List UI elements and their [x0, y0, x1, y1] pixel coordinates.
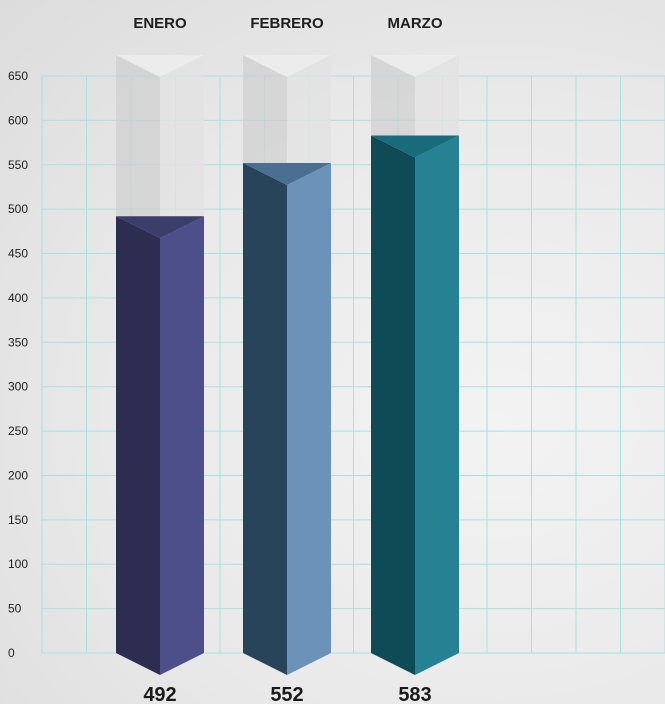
- value-label: 583: [398, 684, 431, 704]
- y-tick-label: 400: [8, 291, 28, 305]
- bar-left-face: [371, 135, 415, 675]
- value-label: 552: [270, 684, 303, 704]
- y-tick-label: 350: [8, 335, 28, 349]
- y-tick-label: 50: [8, 602, 22, 616]
- y-tick-label: 650: [8, 69, 28, 83]
- category-label: MARZO: [388, 15, 443, 32]
- y-tick-label: 100: [8, 557, 28, 571]
- bar-left-face: [116, 216, 160, 676]
- bar-ghost-left: [243, 55, 287, 185]
- bar-ghost-left: [116, 55, 160, 239]
- y-tick-label: 300: [8, 380, 28, 394]
- category-label: FEBRERO: [250, 15, 324, 32]
- category-label: ENERO: [133, 15, 187, 32]
- bar-ghost-left: [371, 55, 415, 158]
- y-tick-label: 550: [8, 158, 28, 172]
- y-tick-label: 450: [8, 247, 28, 261]
- bars: [116, 55, 459, 676]
- y-tick-label: 500: [8, 202, 28, 216]
- bar-left-face: [243, 162, 287, 676]
- bar-right-face: [160, 216, 204, 676]
- y-axis: 0 50 100 150 200 250 300 350 400 450 500 550 600 650: [8, 69, 28, 660]
- bar-ghost-cap: [243, 55, 331, 77]
- bar-ghost-right: [160, 55, 204, 239]
- y-tick-label: 200: [8, 468, 28, 482]
- y-tick-label: 0: [8, 646, 15, 660]
- bar-ghost-cap: [371, 55, 459, 77]
- bar-ghost-cap: [116, 55, 204, 77]
- y-tick-label: 250: [8, 424, 28, 438]
- y-tick-label: 150: [8, 513, 28, 527]
- bar-ghost-right: [415, 55, 459, 158]
- bar-right-face: [415, 135, 459, 675]
- bar-right-face: [287, 162, 331, 676]
- y-tick-label: 600: [8, 113, 28, 127]
- bar-ghost-right: [287, 55, 331, 185]
- labels: ENERO 492 FEBRERO 552 MARZO 583: [133, 15, 442, 704]
- bar-top-face: [243, 162, 331, 185]
- bar-top-face: [371, 135, 459, 158]
- value-label: 492: [143, 684, 176, 704]
- bar-top-face: [116, 216, 204, 239]
